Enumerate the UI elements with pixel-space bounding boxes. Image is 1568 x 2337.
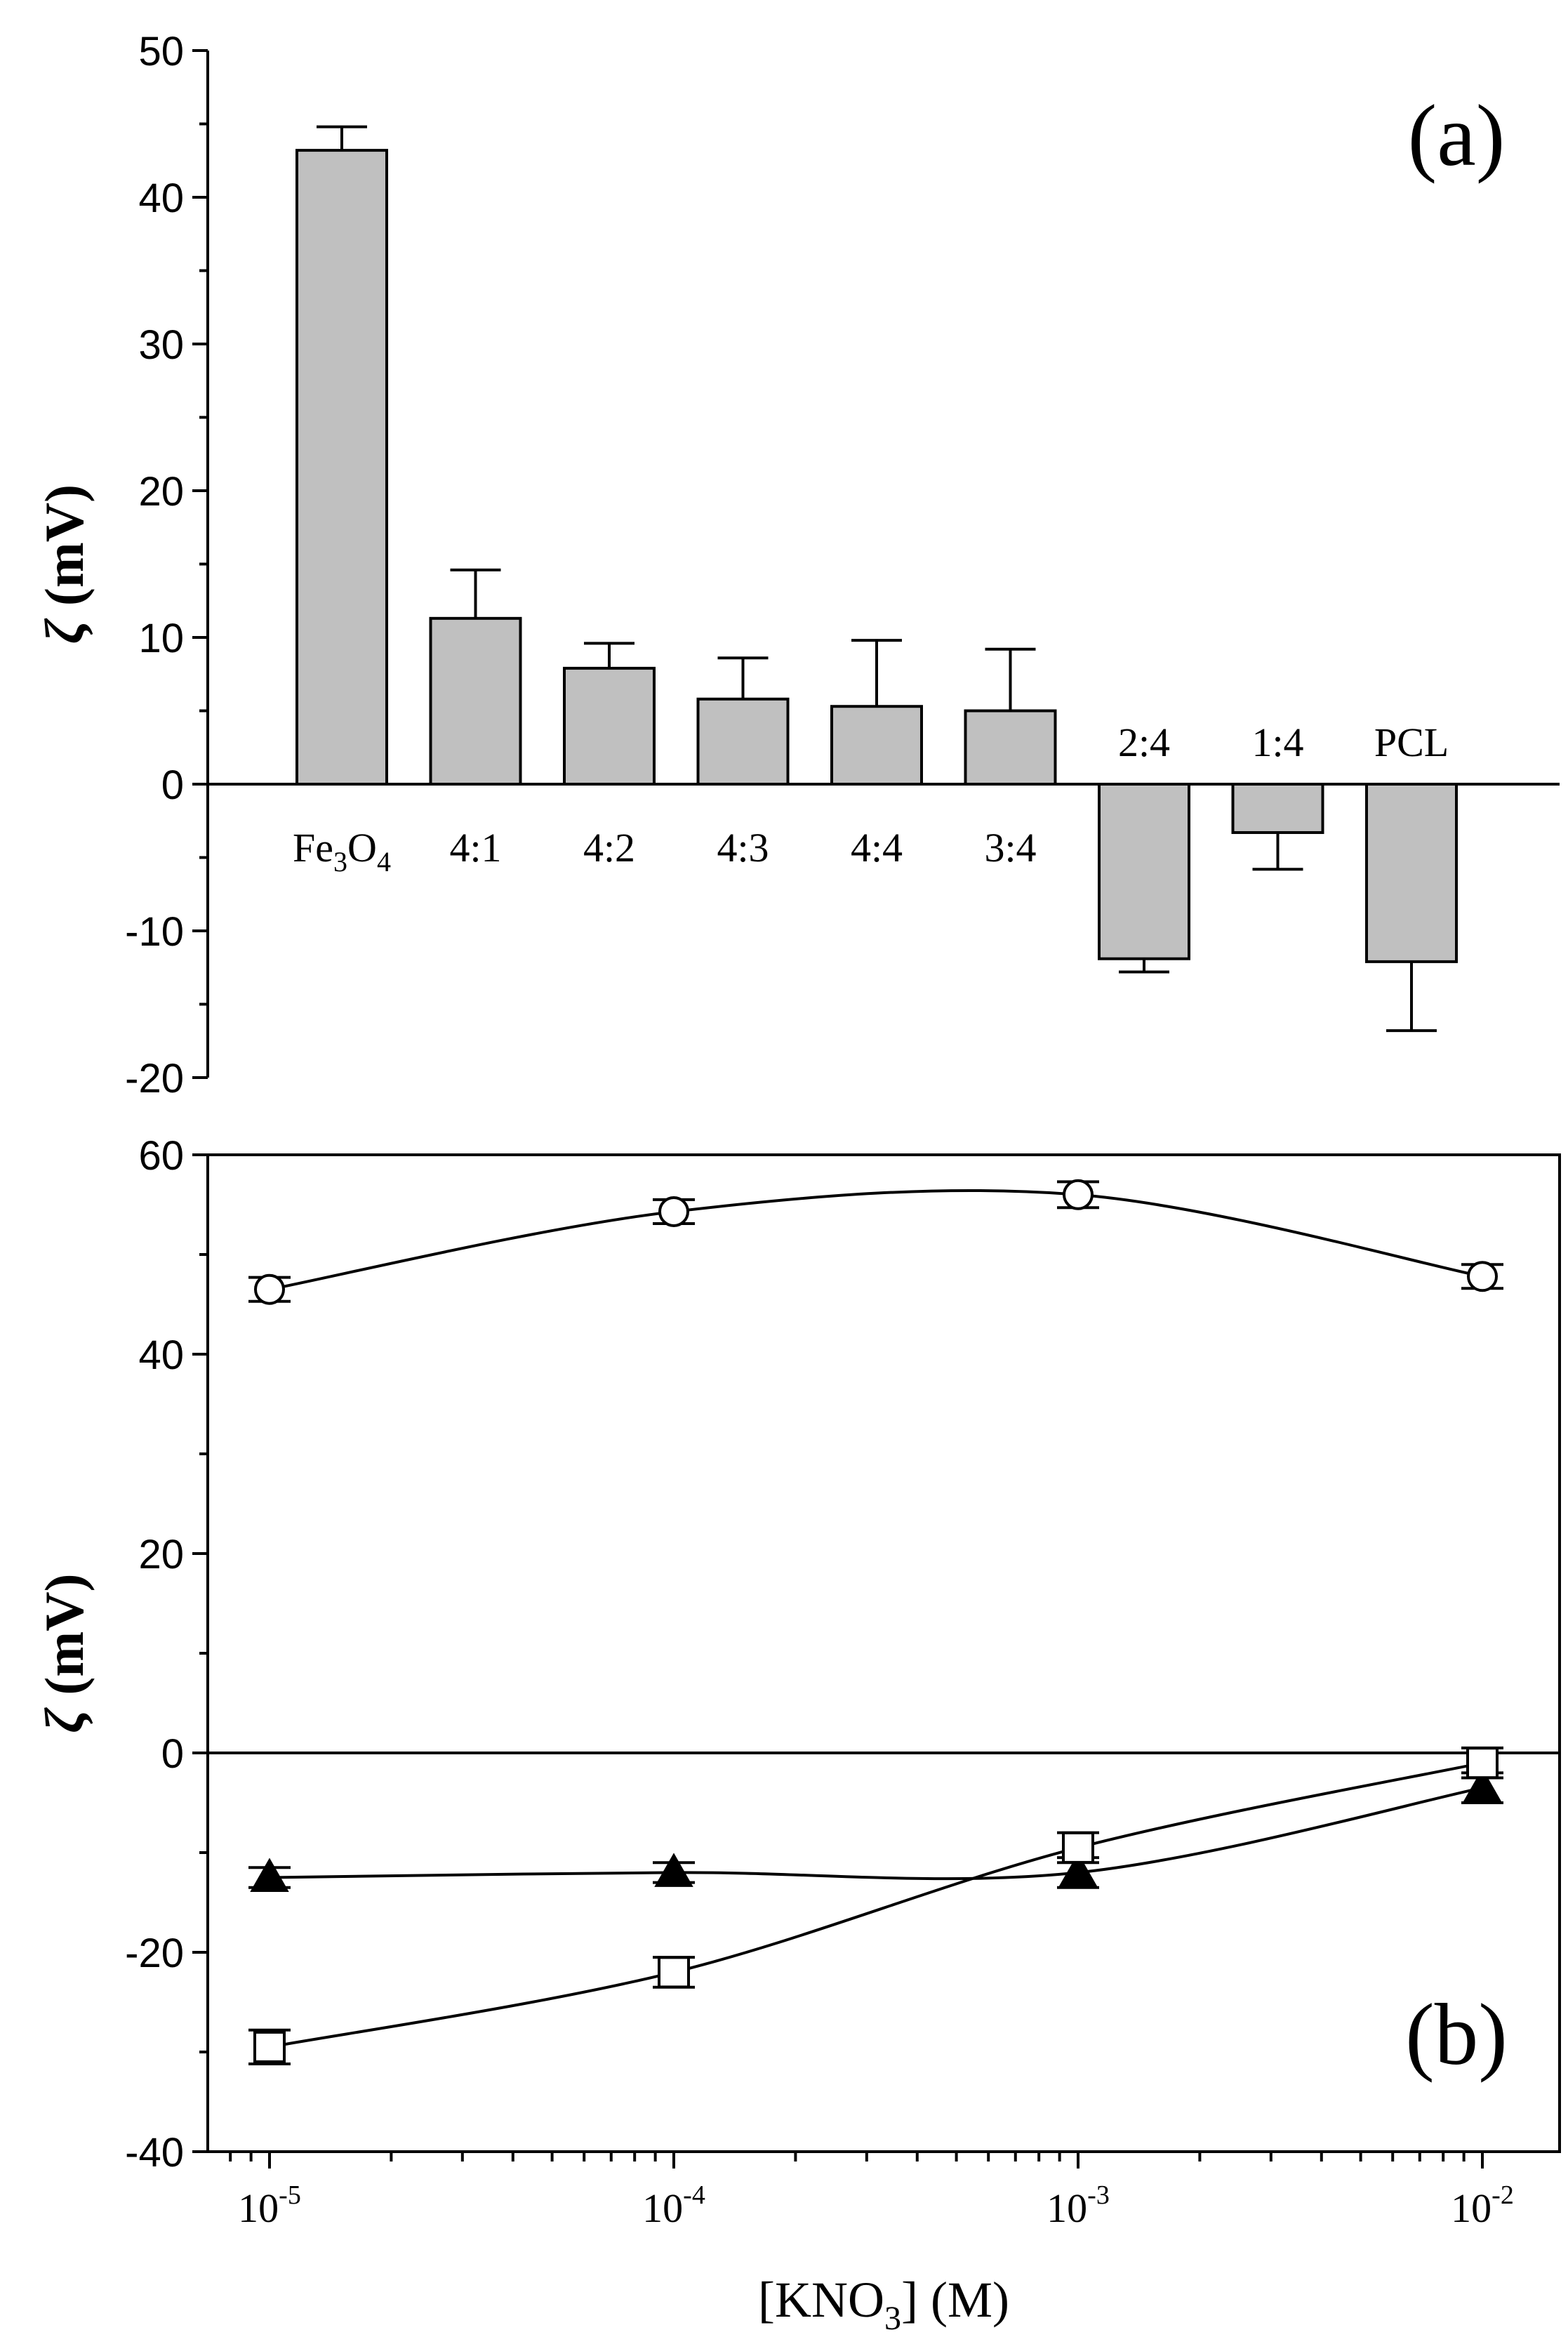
data-point-triangle <box>1058 1853 1098 1887</box>
panel-a-bar-chart: -20 -10 0 10 20 30 40 50 ζ (mV) Fe3O4 4:1 4:2 4:3 4:4… <box>34 29 1560 1101</box>
y-tick-label: 20 <box>138 469 184 515</box>
data-point-triangle <box>250 1858 289 1892</box>
data-point-square <box>1466 1747 1499 1780</box>
series-line <box>269 1189 1483 1291</box>
series-line <box>269 1786 1483 1881</box>
category-label: 4:1 <box>449 825 501 870</box>
y-tick-label: 40 <box>138 1332 184 1378</box>
y-axis-label: ζ (mV) <box>34 484 95 644</box>
bar <box>1098 783 1190 960</box>
bar <box>1231 783 1324 834</box>
data-point-square <box>658 1956 690 1989</box>
category-label: 4:2 <box>583 825 635 870</box>
y-tick-label: -40 <box>125 2130 184 2176</box>
category-label-subscript: 4 <box>377 846 391 878</box>
y-axis-label: ζ (mV) <box>34 1573 95 1733</box>
y-axis-label-unit: (mV) <box>34 1573 95 1709</box>
y-tick-label: 0 <box>161 1731 184 1777</box>
series-line <box>269 1761 1483 2048</box>
y-tick-label: 40 <box>138 176 184 221</box>
x-tick-label-base: 10 <box>642 2185 683 2231</box>
x-tick-label-base: 10 <box>1451 2185 1491 2231</box>
category-label: Fe3O4 <box>293 825 391 878</box>
x-tick-label: 10-2 <box>1451 2180 1514 2231</box>
bar <box>295 149 388 786</box>
bar <box>696 697 790 786</box>
bar <box>429 616 522 786</box>
category-label-subscript: 3 <box>333 846 347 878</box>
y-tick-label: -20 <box>125 1056 184 1101</box>
category-label-part: O <box>347 825 377 870</box>
bar <box>563 666 656 786</box>
x-tick-label: 10-4 <box>642 2180 705 2231</box>
y-axis-label-symbol: ζ <box>34 1707 95 1733</box>
x-tick-label-base: 10 <box>238 2185 279 2231</box>
x-tick-label-exponent: -2 <box>1491 2180 1514 2210</box>
category-label: 1:4 <box>1251 720 1303 765</box>
bar <box>964 709 1057 786</box>
category-label: PCL <box>1374 720 1449 765</box>
category-label: 4:4 <box>851 825 903 870</box>
x-tick-label-exponent: -3 <box>1087 2180 1110 2210</box>
data-point-circle <box>1467 1261 1498 1292</box>
x-tick-label: 10-5 <box>238 2180 301 2231</box>
data-point-square <box>1062 1831 1094 1864</box>
x-tick-label-exponent: -5 <box>279 2180 301 2210</box>
category-label-part: Fe <box>293 825 333 870</box>
y-tick-label: 50 <box>138 29 184 74</box>
y-tick-label: 30 <box>138 322 184 368</box>
y-axis-label-unit: (mV) <box>34 484 95 620</box>
x-axis-label: [KNO3] (M) <box>758 2272 1009 2337</box>
x-tick-label: 10-3 <box>1047 2180 1110 2231</box>
category-label: 2:4 <box>1118 720 1170 765</box>
data-point-circle <box>1063 1179 1094 1210</box>
data-point-circle <box>254 1273 285 1305</box>
y-tick-label: 10 <box>138 616 184 661</box>
data-point-square <box>253 2030 286 2063</box>
plot-frame <box>206 1153 1561 2153</box>
y-axis-label-symbol: ζ <box>34 618 95 644</box>
x-tick-label-base: 10 <box>1047 2185 1087 2231</box>
x-axis-label-part: [KNO <box>758 2272 884 2328</box>
y-tick-label: -10 <box>125 909 184 955</box>
panel-label: (a) <box>1408 88 1506 185</box>
y-tick-label: 20 <box>138 1532 184 1577</box>
data-point-triangle <box>1463 1768 1502 1803</box>
x-axis-label-part: ] (M) <box>901 2272 1009 2328</box>
y-tick-label: 0 <box>161 762 184 808</box>
bar <box>830 705 923 786</box>
data-point-triangle <box>654 1853 693 1887</box>
y-tick-label: -20 <box>125 1931 184 1976</box>
x-tick-label-exponent: -4 <box>683 2180 705 2210</box>
bar <box>1365 783 1458 963</box>
data-point-circle <box>658 1196 689 1227</box>
panel-label: (b) <box>1405 1987 1508 2084</box>
y-tick-label: 60 <box>138 1133 184 1179</box>
category-label: 3:4 <box>984 825 1036 870</box>
x-axis-label-subscript: 3 <box>884 2300 901 2337</box>
category-label: 4:3 <box>717 825 769 870</box>
